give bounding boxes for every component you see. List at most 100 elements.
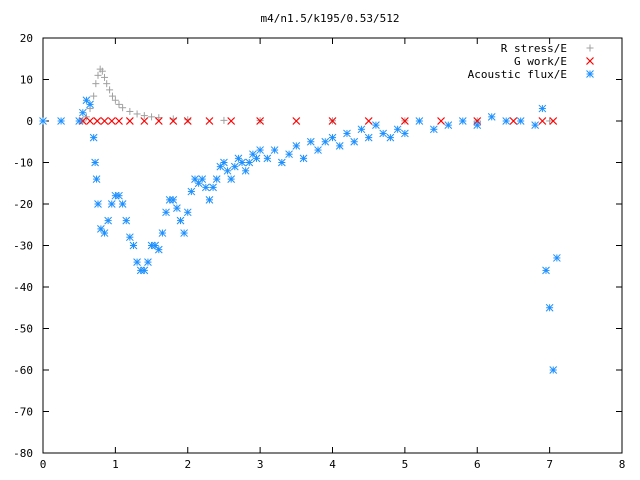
data-point bbox=[94, 71, 102, 79]
x-tick-label: 3 bbox=[257, 458, 264, 471]
data-point bbox=[277, 158, 286, 167]
data-point bbox=[386, 133, 395, 142]
data-point bbox=[140, 117, 149, 125]
data-point bbox=[78, 108, 87, 117]
data-point bbox=[125, 117, 134, 125]
data-point bbox=[379, 129, 388, 138]
data-point bbox=[140, 266, 149, 275]
data-point bbox=[165, 195, 174, 204]
data-point bbox=[223, 166, 232, 175]
y-tick-label: -80 bbox=[13, 447, 33, 460]
data-point bbox=[241, 166, 250, 175]
data-point bbox=[162, 208, 170, 217]
data-point bbox=[180, 229, 188, 237]
data-point bbox=[314, 146, 322, 154]
data-point bbox=[509, 117, 518, 125]
data-point bbox=[252, 154, 261, 163]
y-tick-label: -60 bbox=[13, 364, 33, 377]
data-point bbox=[487, 112, 496, 121]
data-point bbox=[148, 113, 156, 121]
data-point bbox=[321, 137, 330, 146]
data-point bbox=[364, 117, 373, 125]
data-point bbox=[183, 208, 192, 217]
data-point bbox=[256, 146, 264, 154]
y-tick-label: 0 bbox=[26, 115, 33, 128]
data-point bbox=[98, 67, 106, 75]
data-point bbox=[122, 216, 131, 225]
data-point bbox=[82, 113, 90, 121]
data-point bbox=[125, 233, 134, 242]
data-point bbox=[136, 266, 145, 275]
data-point bbox=[115, 117, 123, 125]
y-tick-label: -40 bbox=[13, 281, 33, 294]
data-point bbox=[220, 116, 228, 124]
x-tick-label: 1 bbox=[112, 458, 119, 471]
data-point bbox=[198, 175, 207, 183]
x-tick-label: 7 bbox=[546, 458, 553, 471]
data-point bbox=[90, 92, 98, 100]
data-point bbox=[169, 117, 178, 125]
data-point bbox=[444, 121, 453, 130]
data-point bbox=[263, 154, 272, 163]
y-tick-label: -70 bbox=[13, 406, 33, 419]
data-point bbox=[75, 117, 84, 125]
data-point bbox=[140, 112, 148, 120]
data-point bbox=[364, 133, 373, 142]
data-point bbox=[194, 179, 203, 188]
data-point bbox=[155, 114, 163, 122]
legend-marker bbox=[586, 44, 594, 52]
data-point bbox=[256, 117, 265, 125]
data-point bbox=[158, 229, 167, 237]
data-point bbox=[133, 258, 141, 266]
x-tick-label: 0 bbox=[40, 458, 47, 471]
data-point bbox=[473, 121, 482, 130]
data-point bbox=[93, 117, 102, 125]
data-point bbox=[154, 245, 163, 254]
data-point bbox=[549, 117, 558, 125]
y-tick-label: -10 bbox=[13, 157, 33, 170]
data-point bbox=[538, 117, 547, 125]
data-point bbox=[230, 162, 239, 171]
data-point bbox=[545, 303, 554, 312]
data-point bbox=[100, 229, 109, 237]
data-point bbox=[234, 154, 243, 163]
x-tick-label: 8 bbox=[619, 458, 626, 471]
data-point bbox=[111, 96, 119, 104]
data-point bbox=[299, 154, 308, 163]
data-point bbox=[205, 117, 214, 125]
data-marks bbox=[39, 65, 561, 374]
data-point bbox=[209, 183, 217, 192]
series-2 bbox=[39, 96, 561, 374]
data-point bbox=[115, 191, 123, 200]
legend-label: Acoustic flux/E bbox=[468, 68, 567, 81]
data-point bbox=[516, 117, 525, 125]
data-point bbox=[103, 80, 111, 88]
data-point bbox=[201, 183, 210, 192]
data-point bbox=[133, 110, 141, 118]
data-point bbox=[335, 142, 344, 150]
data-point bbox=[429, 125, 438, 134]
data-point bbox=[350, 137, 359, 146]
data-point bbox=[176, 216, 185, 225]
data-point bbox=[115, 100, 123, 108]
data-point bbox=[220, 158, 228, 167]
data-point bbox=[78, 117, 87, 125]
data-point bbox=[531, 121, 540, 130]
data-point bbox=[184, 116, 192, 124]
data-point bbox=[187, 187, 196, 196]
data-point bbox=[92, 175, 101, 183]
data-point bbox=[107, 200, 116, 208]
data-point bbox=[458, 117, 467, 125]
data-point bbox=[227, 117, 236, 125]
data-point bbox=[91, 158, 99, 167]
series-1 bbox=[78, 117, 558, 125]
data-point bbox=[542, 266, 550, 275]
data-point bbox=[245, 158, 254, 167]
data-point bbox=[343, 129, 351, 138]
chart-title: m4/n1.5/k195/0.53/512 bbox=[260, 12, 399, 25]
data-point bbox=[100, 117, 109, 125]
data-point bbox=[119, 104, 127, 112]
data-point bbox=[212, 175, 221, 183]
legend-marker bbox=[586, 70, 594, 78]
